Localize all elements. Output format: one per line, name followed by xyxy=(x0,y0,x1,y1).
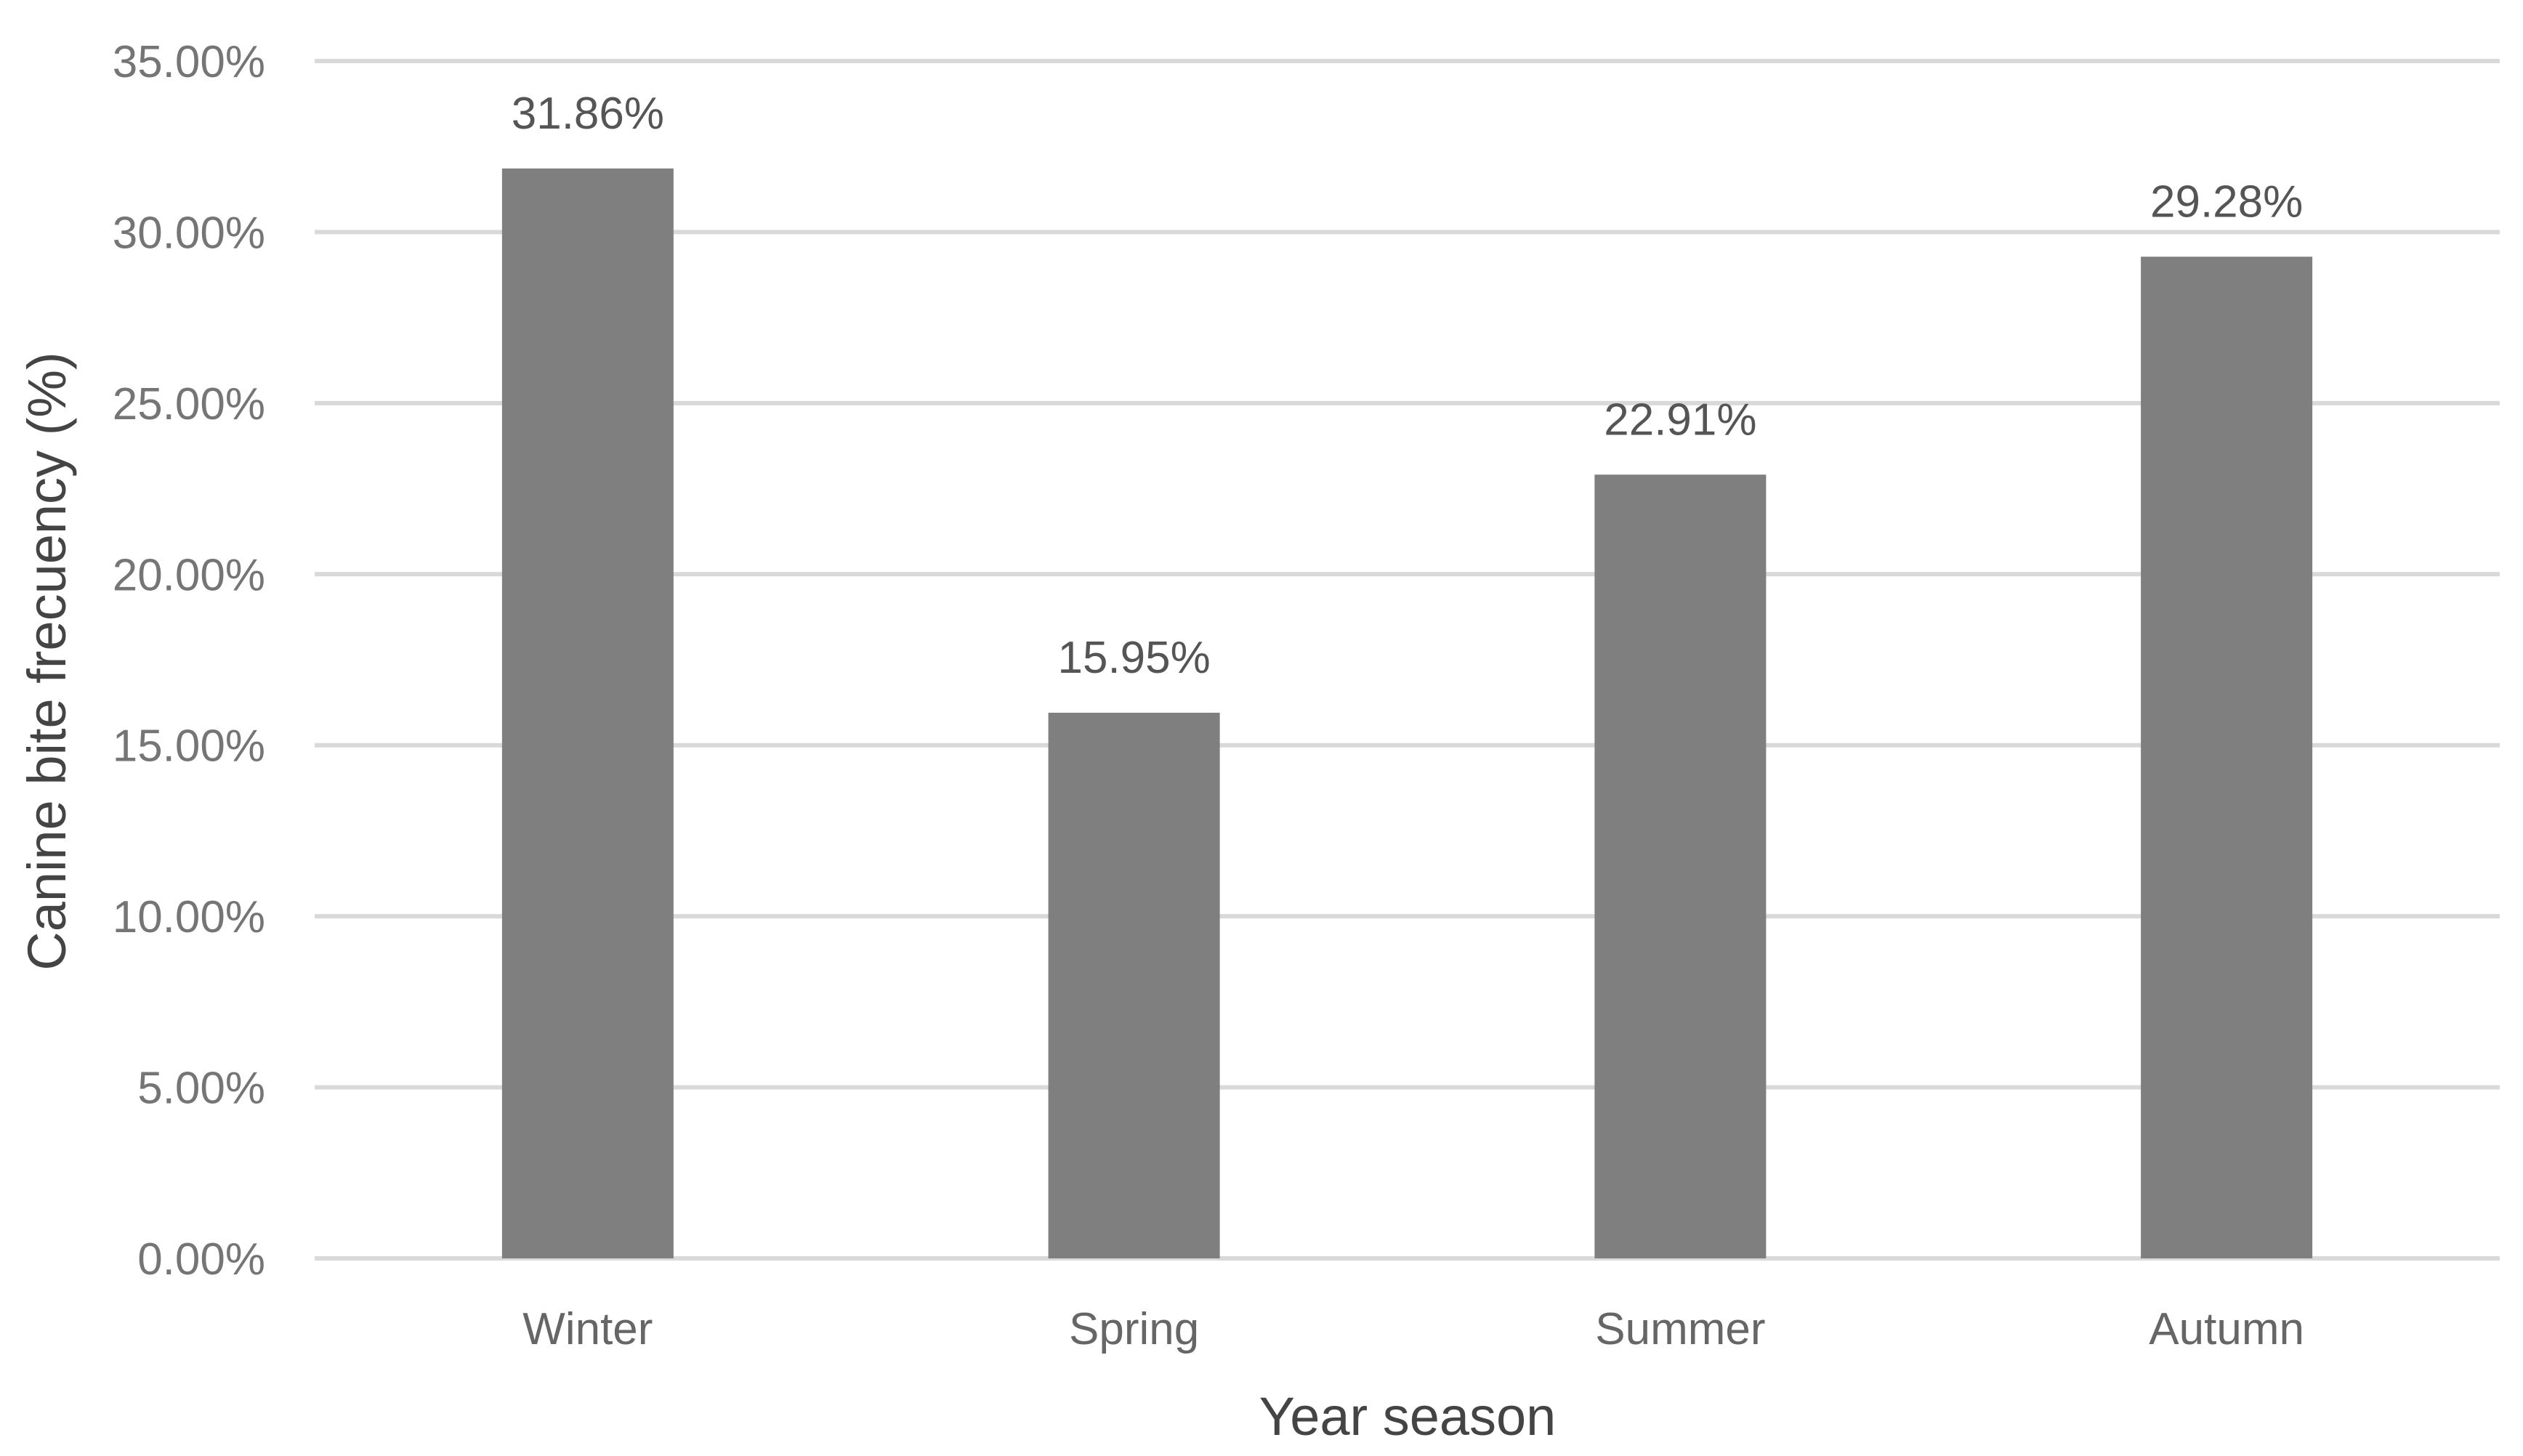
y-tick-label: 25.00% xyxy=(113,379,265,429)
y-tick-label: 10.00% xyxy=(113,892,265,942)
y-axis-title: Canine bite frecuency (%) xyxy=(17,352,77,970)
gridlines xyxy=(315,59,2500,1261)
bar-autumn xyxy=(2141,256,2313,1258)
bar-winter xyxy=(501,168,674,1259)
bar-spring xyxy=(1048,712,1220,1258)
x-axis-ticks: Winter Spring Summer Autumn xyxy=(522,1304,2304,1354)
x-tick-label-winter: Winter xyxy=(522,1304,653,1354)
x-tick-label-summer: Summer xyxy=(1595,1304,1765,1354)
y-tick-label: 20.00% xyxy=(113,550,265,600)
y-axis-ticks: 0.00% 5.00% 10.00% 15.00% 20.00% 25.00% 30.00%… xyxy=(113,37,265,1285)
y-tick-label: 35.00% xyxy=(113,37,265,87)
data-label-autumn: 29.28% xyxy=(2150,177,2303,227)
y-tick-label: 30.00% xyxy=(113,208,265,258)
x-tick-label-spring: Spring xyxy=(1069,1304,1199,1354)
x-axis-title: Year season xyxy=(1259,1386,1557,1447)
data-label-spring: 15.95% xyxy=(1057,633,1210,683)
x-tick-label-autumn: Autumn xyxy=(2149,1304,2304,1354)
y-tick-label: 15.00% xyxy=(113,721,265,772)
bars xyxy=(501,168,2313,1259)
y-tick-label: 0.00% xyxy=(137,1234,265,1285)
bar-summer xyxy=(1594,474,1767,1258)
data-label-summer: 22.91% xyxy=(1604,395,1756,445)
data-labels: 31.86% 15.95% 22.91% 29.28% xyxy=(512,89,2304,683)
data-label-winter: 31.86% xyxy=(512,89,664,139)
y-tick-label: 5.00% xyxy=(137,1064,265,1114)
